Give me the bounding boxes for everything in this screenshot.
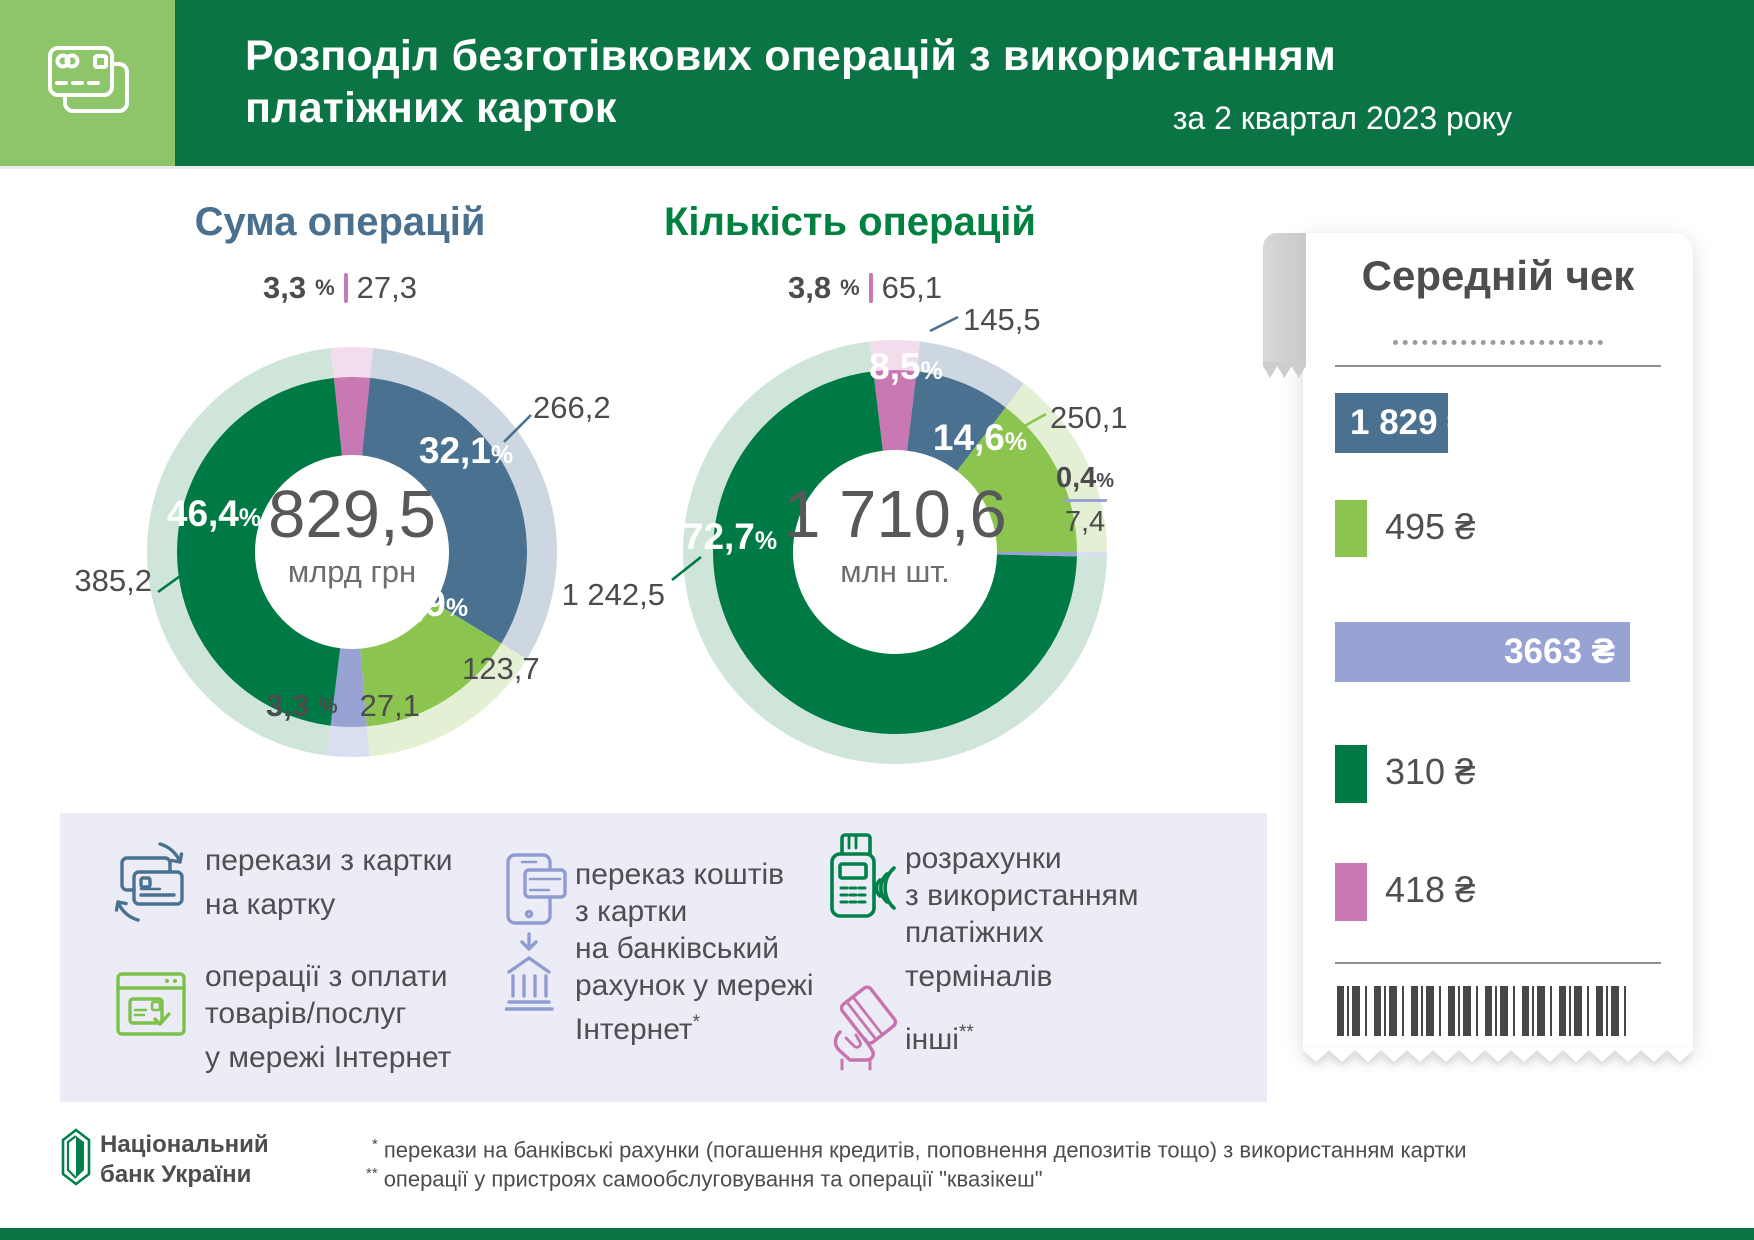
receipt-row-bar: 3663 ₴ [1335,622,1630,682]
segment-pct-label: 32,1% [418,430,514,471]
center-unit: млрд грн [287,554,417,589]
barcode [1337,986,1632,1036]
legend-item-phone-to-bank: переказ коштів з картки на банківський р… [575,858,814,1046]
payment-cards-icon [38,33,138,133]
receipt-swatch [1335,745,1367,803]
receipt-swatch [1335,500,1367,557]
receipt-title: Середній чек [1361,252,1635,299]
segment-value-callout: 385,2 [74,563,152,598]
bank-name: Національний банк України [100,1131,269,1188]
cards-transfer-icon [108,836,194,928]
center-total: 1 710,6 [783,477,1007,552]
receipt-rule-top [1335,365,1661,367]
receipt-rule-bottom [1335,962,1661,964]
legend-item-pos-terminals: розрахунки з використанням платіжних тер… [905,842,1139,993]
receipt-dotted-line [1393,334,1603,345]
page-title-line1: Розподіл безготівкових операцій з викори… [245,32,1336,80]
segment-value-callout: 266,2 [533,390,611,425]
legend-panel [60,813,1267,1102]
receipt-curl-zigzag [1263,362,1306,378]
donut-chart-count [683,340,1107,764]
segment-label-bottom: 3,3% 27,1 [265,688,421,723]
segment-value-callout: 145,5 [963,302,1041,337]
legend-item-card-to-card: перекази з картки на картку [205,844,453,921]
footnote-2: ** операції у пристроях самообслуговуванн… [366,1165,1043,1192]
legend-item-online-payment: операції з оплати товарів/послуг у мереж… [205,960,452,1074]
legend-item-others: інші** [905,1022,974,1056]
receipt-row-value: 310 ₴ [1385,750,1476,792]
segment-value-callout: 250,1 [1050,400,1128,435]
card-in-hand-icon [828,984,898,1072]
header [0,0,1754,166]
donut-chart-sum [147,347,557,757]
receipt-curl [1263,233,1306,363]
chart-title-count: Кількість операцій [663,200,1036,244]
center-total: 829,5 [268,477,436,552]
bottom-accent-bar [0,1228,1754,1240]
segment-value-callout: 1 242,5 [561,577,665,612]
chart-title-sum: Сума операцій [194,200,486,244]
donut-center-value: 1 710,6 млн шт. [783,480,1007,594]
segment-pct-label: 14,6% [932,417,1028,458]
nbu-logo [60,1128,92,1186]
segment-pct-label: 8,5% [869,346,943,387]
segment-pct-label: 14,9% [373,583,469,624]
segment-fraction-label: 0,4% 7,4 [1055,462,1115,538]
segment-label-top: 3,8% 65,1 [787,270,943,305]
receipt-row-value: 418 ₴ [1385,868,1476,910]
segment-pct-label: 72,7% [682,516,778,557]
page-subtitle: за 2 квартал 2023 року [1172,100,1512,136]
center-unit: млн шт. [840,554,950,589]
footnote-2-marker: ** [366,1165,378,1182]
receipt-row-bar: 1 829 ₴ [1335,393,1471,453]
segment-label-top: 3,3% 27,3 [262,270,418,305]
receipt-row-value: 495 ₴ [1385,505,1476,547]
phone-to-bank-icon [505,852,577,1014]
receipt-bottom-zigzag [1303,1048,1693,1062]
header-logo-block [0,0,175,166]
donut-center-value: 829,5 млрд грн [268,480,436,594]
segment-value-callout: 123,7 [462,651,540,686]
page-title-line2: платіжних карток [245,84,617,132]
online-payment-icon [115,968,189,1050]
segment-pct-label: 46,4% [166,493,262,534]
pos-terminal-icon [820,832,904,924]
footnote-1-marker: * [372,1136,378,1153]
header-separator [0,166,1754,169]
receipt-swatch [1335,863,1367,921]
page-title: Розподіл безготівкових операцій з викори… [245,30,1445,134]
footnote-1: * перекази на банківські рахунки (погашен… [372,1136,1467,1163]
